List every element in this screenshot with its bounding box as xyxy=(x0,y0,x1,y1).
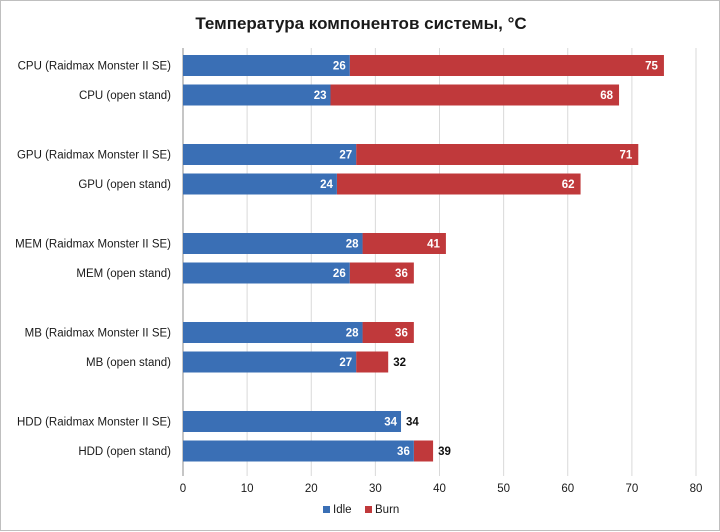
idle-bar xyxy=(183,351,357,373)
category-labels: CPU (Raidmax Monster II SE) CPU (open sta… xyxy=(15,61,171,459)
x-tick-label: 10 xyxy=(241,483,254,495)
burn-bar xyxy=(356,351,389,373)
idle-value-label: 28 xyxy=(346,239,359,251)
category-label: MEM (Raidmax Monster II SE) xyxy=(15,239,171,251)
burn-bar xyxy=(336,173,581,195)
x-axis-ticks: 0 10 20 30 40 50 60 70 80 xyxy=(180,483,703,495)
burn-bar xyxy=(330,84,620,106)
burn-bar xyxy=(349,262,414,284)
idle-bar xyxy=(183,440,414,462)
category-label: MEM (open stand) xyxy=(76,268,171,280)
legend: Idle Burn xyxy=(323,504,399,516)
idle-bar xyxy=(183,55,350,76)
burn-bar xyxy=(362,233,446,254)
idle-bar xyxy=(183,84,331,106)
idle-value-label: 26 xyxy=(333,268,346,280)
category-label: HDD (Raidmax Monster II SE) xyxy=(17,417,171,429)
burn-bar xyxy=(349,55,664,76)
burn-bar xyxy=(356,144,639,165)
category-label: GPU (open stand) xyxy=(78,179,171,191)
x-tick-label: 50 xyxy=(497,483,510,495)
category-label: MB (open stand) xyxy=(86,357,171,369)
x-tick-label: 30 xyxy=(369,483,382,495)
category-label: MB (Raidmax Monster II SE) xyxy=(25,328,172,340)
x-tick-label: 70 xyxy=(625,483,638,495)
idle-bar xyxy=(183,173,337,195)
bars: 26 75 23 68 27 71 24 62 28 41 26 36 28 36 27 32 34 34 36 39 xyxy=(183,55,664,462)
idle-value-label: 24 xyxy=(320,179,333,191)
idle-value-label: 23 xyxy=(314,90,327,102)
burn-bar xyxy=(413,440,434,462)
idle-bar xyxy=(183,233,363,254)
grid xyxy=(182,48,697,476)
category-label: HDD (open stand) xyxy=(78,446,171,458)
burn-value-label: 41 xyxy=(427,239,440,251)
burn-value-label: 71 xyxy=(619,150,632,162)
burn-value-label: 39 xyxy=(438,446,451,458)
idle-value-label: 34 xyxy=(384,417,397,429)
idle-bar xyxy=(183,144,357,165)
burn-value-label: 62 xyxy=(562,179,575,191)
legend-label-idle: Idle xyxy=(333,504,352,516)
x-tick-label: 80 xyxy=(690,483,703,495)
legend-swatch-burn xyxy=(365,506,372,513)
burn-value-label: 36 xyxy=(395,328,408,340)
burn-value-label: 68 xyxy=(600,90,613,102)
idle-bar xyxy=(183,262,350,284)
idle-value-label: 26 xyxy=(333,61,346,73)
category-label: GPU (Raidmax Monster II SE) xyxy=(17,150,171,162)
idle-value-label: 27 xyxy=(339,357,352,369)
category-label: CPU (open stand) xyxy=(79,90,171,102)
idle-value-label: 27 xyxy=(339,150,352,162)
idle-value-label: 36 xyxy=(397,446,410,458)
category-label: CPU (Raidmax Monster II SE) xyxy=(18,61,172,73)
legend-label-burn: Burn xyxy=(375,504,399,516)
idle-bar xyxy=(183,411,402,432)
idle-bar xyxy=(183,322,363,343)
x-tick-label: 0 xyxy=(180,483,186,495)
x-tick-label: 40 xyxy=(433,483,446,495)
burn-value-label: 32 xyxy=(393,357,406,369)
burn-value-label: 36 xyxy=(395,268,408,280)
x-tick-label: 20 xyxy=(305,483,318,495)
burn-value-label: 34 xyxy=(406,417,419,429)
burn-bar xyxy=(362,322,414,343)
burn-value-label: 75 xyxy=(645,61,658,73)
x-tick-label: 60 xyxy=(561,483,574,495)
chart-title: Температура компонентов системы, °C xyxy=(195,14,526,33)
legend-swatch-idle xyxy=(323,506,330,513)
idle-value-label: 28 xyxy=(346,328,359,340)
